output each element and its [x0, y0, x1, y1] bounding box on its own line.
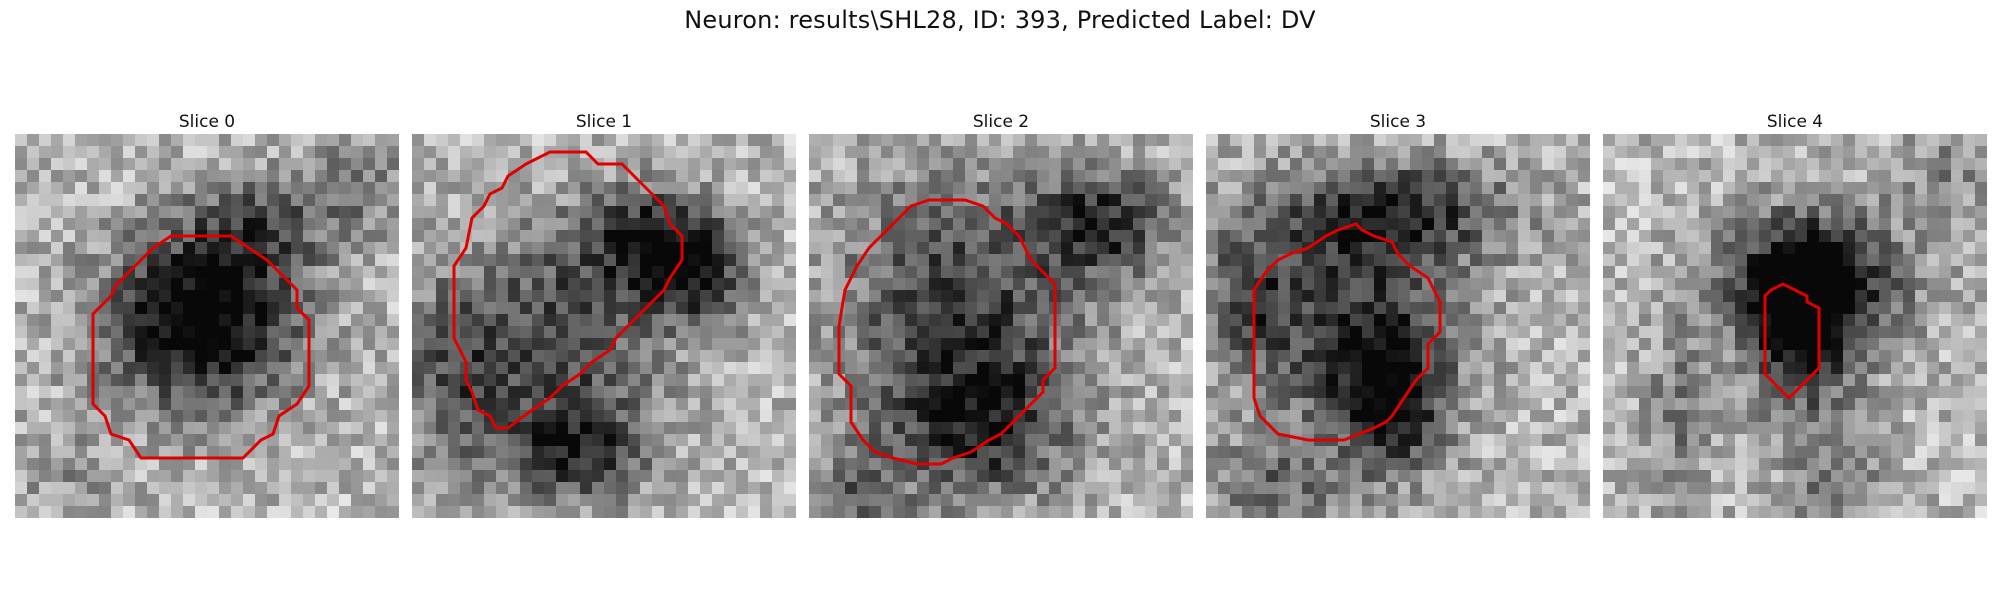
segmentation-contour	[91, 234, 311, 460]
slice-panel-2: Slice 2	[809, 110, 1193, 518]
slice-image-4	[1603, 134, 1987, 518]
slice-panel-3: Slice 3	[1206, 110, 1590, 518]
slice-panel-4: Slice 4	[1603, 110, 1987, 518]
slice-pixels	[1206, 134, 1590, 518]
slice-pixels	[1603, 134, 1987, 518]
slice-panel-0: Slice 0	[15, 110, 399, 518]
slice-image-1	[412, 134, 796, 518]
slice-title-3: Slice 3	[1369, 112, 1427, 132]
slice-title-4: Slice 4	[1766, 112, 1824, 132]
slice-title-2: Slice 2	[972, 112, 1030, 132]
slice-pixels	[809, 134, 1193, 518]
figure-title: Neuron: results\SHL28, ID: 393, Predicte…	[684, 6, 1316, 34]
slice-image-3	[1206, 134, 1590, 518]
segmentation-contour	[452, 150, 684, 430]
slice-image-0	[15, 134, 399, 518]
segmentation-contour	[1252, 222, 1442, 442]
slice-title-1: Slice 1	[575, 112, 633, 132]
slice-pixels	[412, 134, 796, 518]
slice-panel-1: Slice 1	[412, 110, 796, 518]
slice-image-2	[809, 134, 1193, 518]
segmentation-contour	[1763, 282, 1821, 401]
segmentation-contour	[837, 198, 1057, 466]
slice-pixels	[15, 134, 399, 518]
slice-title-0: Slice 0	[178, 112, 236, 132]
